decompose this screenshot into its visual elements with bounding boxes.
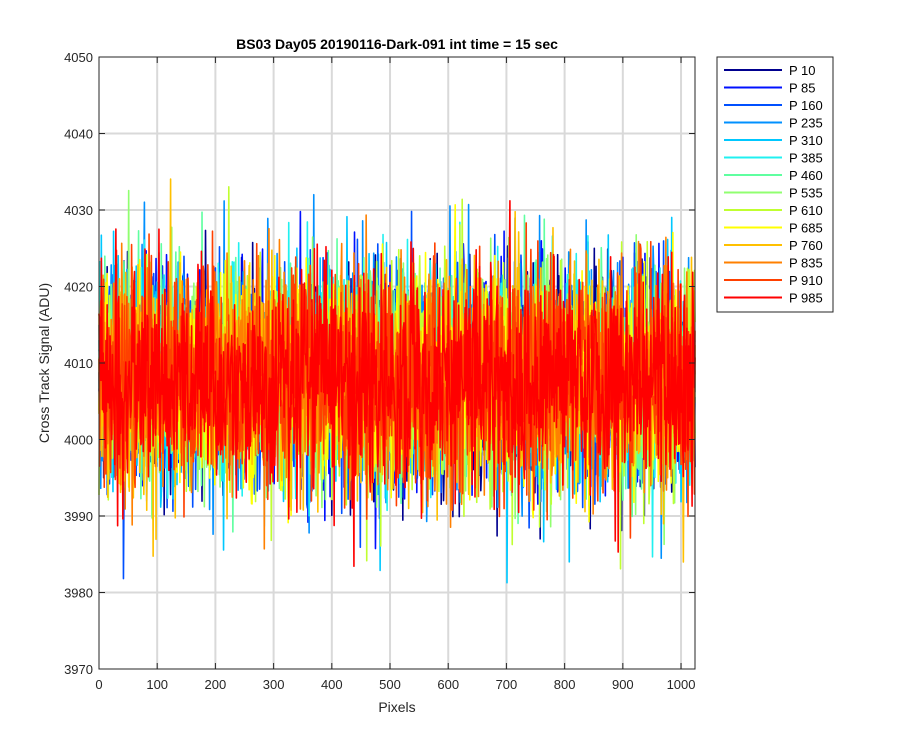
legend-label: P 760 bbox=[789, 238, 823, 253]
legend-label: P 310 bbox=[789, 133, 823, 148]
y-tick-label: 3990 bbox=[64, 509, 93, 524]
x-tick-label: 800 bbox=[554, 677, 576, 692]
legend-box bbox=[716, 56, 834, 313]
legend-label: P 610 bbox=[789, 203, 823, 218]
x-tick-label: 600 bbox=[437, 677, 459, 692]
series-line bbox=[98, 199, 696, 567]
y-tick-label: 4050 bbox=[64, 50, 93, 65]
legend-label: P 835 bbox=[789, 256, 823, 271]
legend-label: P 460 bbox=[789, 168, 823, 183]
y-tick-label: 4030 bbox=[64, 203, 93, 218]
x-axis-label: Pixels bbox=[378, 699, 415, 715]
y-axis-label: Cross Track Signal (ADU) bbox=[36, 283, 52, 443]
x-tick-label: 500 bbox=[379, 677, 401, 692]
legend: P 10 P 85 P 160 P 235 P 310 P 385 P 460 P 535 P … bbox=[716, 56, 834, 313]
axis-ticks: 0 100 200 300 400 500 600 700 800 900 1000 3970 3980… bbox=[64, 50, 695, 692]
legend-label: P 85 bbox=[789, 81, 816, 96]
x-tick-label: 1000 bbox=[667, 677, 696, 692]
x-tick-label: 900 bbox=[612, 677, 634, 692]
y-tick-label: 3970 bbox=[64, 662, 93, 677]
x-tick-label: 0 bbox=[95, 677, 102, 692]
y-tick-label: 4010 bbox=[64, 356, 93, 371]
legend-label: P 910 bbox=[789, 273, 823, 288]
chart-title: BS03 Day05 20190116-Dark-091 int time = … bbox=[236, 36, 558, 52]
legend-label: P 235 bbox=[789, 116, 823, 131]
legend-label: P 535 bbox=[789, 186, 823, 201]
legend-label: P 985 bbox=[789, 291, 823, 306]
x-tick-label: 300 bbox=[263, 677, 285, 692]
y-tick-label: 4020 bbox=[64, 280, 93, 295]
x-tick-label: 200 bbox=[205, 677, 227, 692]
legend-label: P 160 bbox=[789, 98, 823, 113]
y-tick-label: 3980 bbox=[64, 586, 93, 601]
legend-label: P 10 bbox=[789, 63, 816, 78]
legend-label: P 685 bbox=[789, 221, 823, 236]
series-layer bbox=[98, 178, 696, 584]
legend-label: P 385 bbox=[789, 151, 823, 166]
x-tick-label: 700 bbox=[496, 677, 518, 692]
y-tick-label: 4000 bbox=[64, 433, 93, 448]
y-tick-label: 4040 bbox=[64, 127, 93, 142]
x-tick-label: 400 bbox=[321, 677, 343, 692]
x-tick-label: 100 bbox=[146, 677, 168, 692]
